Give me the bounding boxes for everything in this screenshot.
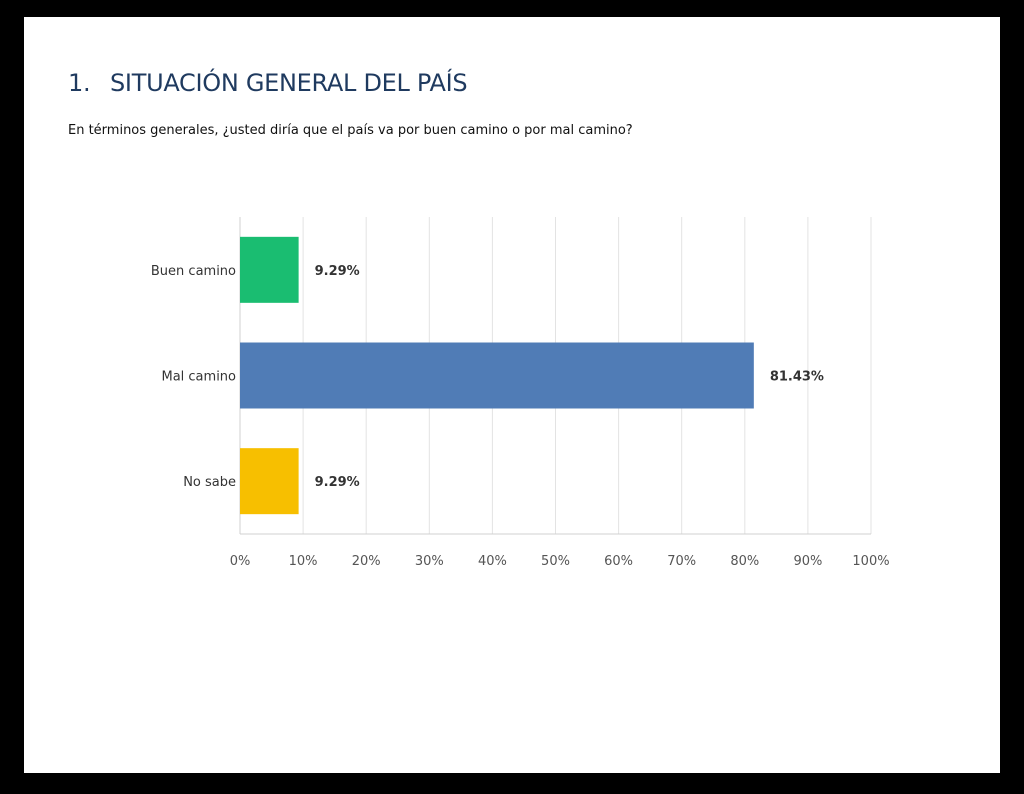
x-tick-label: 0% — [230, 554, 251, 569]
x-tick-label: 40% — [478, 554, 507, 569]
data-label: 81.43% — [770, 370, 824, 385]
x-tick-label: 50% — [541, 554, 570, 569]
section-heading: 1. SITUACIÓN GENERAL DEL PAÍS — [68, 69, 468, 97]
category-label: Mal camino — [161, 370, 236, 385]
bar — [240, 448, 299, 515]
x-tick-label: 100% — [852, 554, 889, 569]
x-tick-label: 10% — [289, 554, 318, 569]
data-label: 9.29% — [315, 264, 360, 279]
survey-question: En términos generales, ¿usted diría que … — [68, 123, 633, 138]
data-label: 9.29% — [315, 475, 360, 490]
section-title: SITUACIÓN GENERAL DEL PAÍS — [110, 69, 468, 97]
x-tick-label: 30% — [415, 554, 444, 569]
bar-chart: 0% 10% 20% 30% 40% 50% 60% 70% 80% 90% 100% Buen ca… — [151, 217, 890, 569]
x-tick-label: 90% — [793, 554, 822, 569]
x-tick-label: 80% — [730, 554, 759, 569]
bar — [240, 342, 754, 409]
category-label: No sabe — [183, 475, 236, 490]
bar — [240, 236, 299, 303]
x-tick-label: 20% — [352, 554, 381, 569]
report-page: 1. SITUACIÓN GENERAL DEL PAÍS En términos… — [24, 17, 1000, 773]
section-number: 1. — [68, 69, 91, 97]
x-tick-label: 70% — [667, 554, 696, 569]
x-tick-label: 60% — [604, 554, 633, 569]
category-label: Buen camino — [151, 264, 236, 279]
